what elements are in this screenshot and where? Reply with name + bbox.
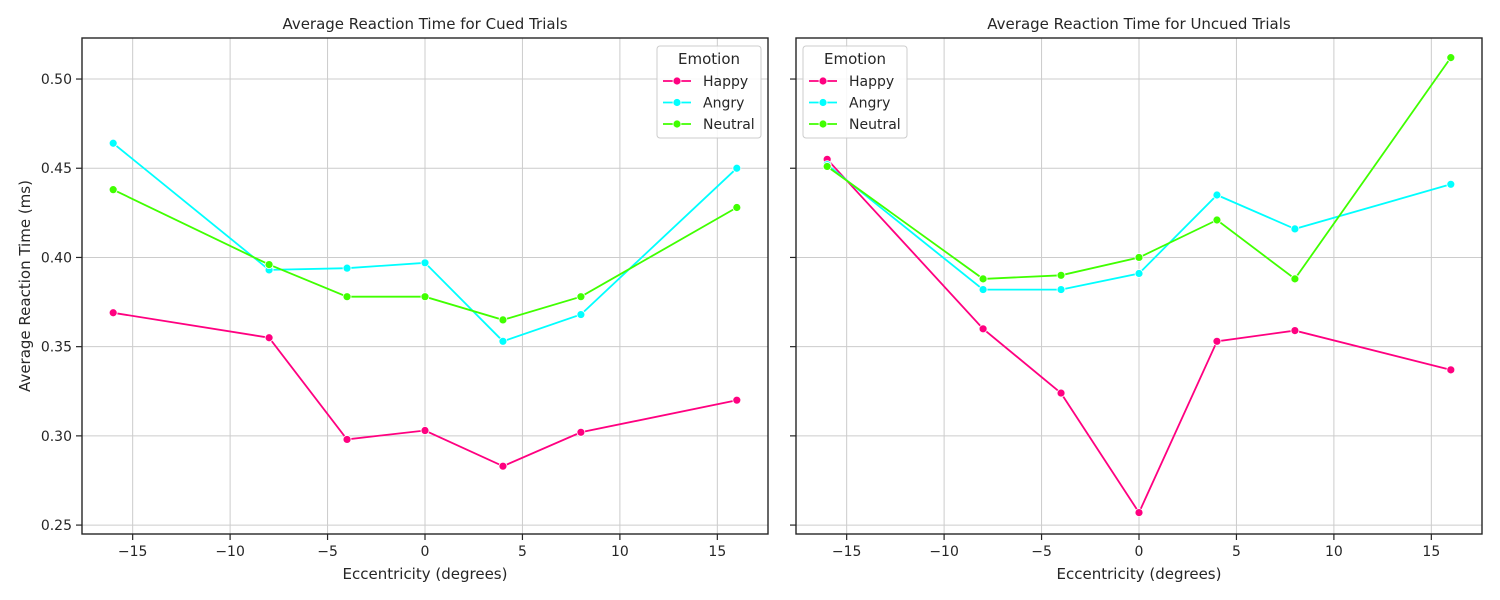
data-point [1134,508,1144,517]
data-point [1134,253,1144,262]
data-point [264,333,274,343]
x-tick-label: −10 [929,544,959,560]
series-neutral [108,185,742,325]
legend-marker [672,76,682,86]
y-tick-label: 0.40 [41,250,72,266]
legend-label: Neutral [703,117,755,133]
data-point [822,162,832,171]
data-point [108,185,118,195]
series-angry [108,138,742,346]
legend-title: Emotion [824,50,886,68]
legend-entry: Neutral [809,117,901,133]
data-point [342,435,352,444]
data-point [1212,215,1222,225]
uncued-trials-chart: Average Reaction Time for Uncued Trials … [790,15,1483,583]
x-tick-label: −5 [317,544,338,560]
y-tick-label: 0.35 [41,340,72,356]
legend-box [656,45,762,139]
data-point [1290,326,1300,336]
data-point [342,263,352,273]
y-axis-label: Average Reaction Time (ms) [16,180,34,392]
data-point [420,258,430,268]
y-tick-label: 0.45 [41,161,72,177]
x-tick-label: 10 [1325,544,1343,560]
data-point [1212,336,1222,346]
data-point [978,274,988,284]
legend-marker [818,119,828,129]
series-neutral [822,53,1456,284]
x-axis-label: Eccentricity (degrees) [1057,565,1222,583]
series-happy [822,154,1456,517]
legend-entry: Happy [663,74,748,90]
legend-label: Angry [849,96,890,112]
y-tick-label: 0.50 [41,72,72,88]
plot-frame [795,37,1483,535]
x-tick-label: −15 [118,544,148,560]
x-tick-label: −15 [832,544,862,560]
cued-trials-chart: Average Reaction Time for Cued Trials Ec… [16,15,769,583]
data-point [1290,274,1300,284]
x-tick-label: −10 [215,544,245,560]
chart-title: Average Reaction Time for Uncued Trials [987,15,1291,33]
x-tick-label: −5 [1031,544,1052,560]
x-tick-label: 5 [518,544,527,560]
y-tick-label: 0.30 [41,429,72,445]
data-point [1290,224,1300,234]
data-point [420,426,430,435]
series-happy [108,308,742,471]
legend-marker [672,98,682,107]
x-tick-label: 15 [708,544,726,560]
legend-box [802,45,908,139]
x-tick-label: 0 [421,544,430,560]
data-point [498,315,508,325]
data-point [576,310,586,319]
x-tick-label: 10 [611,544,629,560]
data-point [1056,388,1066,398]
data-point [264,260,274,269]
data-point [108,308,118,318]
legend: Emotion Happy Angry Neutral [802,45,908,139]
legend-label: Neutral [849,117,901,133]
data-point [1056,285,1066,294]
data-point [576,292,586,302]
data-point [420,292,430,302]
legend-label: Happy [849,74,894,90]
chart-title: Average Reaction Time for Cued Trials [282,15,567,33]
data-point [498,336,508,346]
legend-marker [672,119,682,129]
y-tick-label: 0.25 [41,518,72,534]
data-point [1134,269,1144,278]
data-point [732,395,742,405]
legend-entry: Neutral [663,117,755,133]
data-point [108,138,118,148]
data-point [1446,365,1456,375]
series-angry [822,160,1456,294]
data-point [1056,270,1066,280]
data-point [732,163,742,173]
x-tick-label: 15 [1422,544,1440,560]
data-point [342,292,352,302]
legend-entry: Angry [809,96,890,112]
data-point [732,203,742,212]
x-axis-label: Eccentricity (degrees) [343,565,508,583]
data-point [978,285,988,294]
x-tick-label: 0 [1135,544,1144,560]
legend-marker [818,76,828,86]
legend: Emotion Happy Angry Neutral [656,45,762,139]
legend-title: Emotion [678,50,740,68]
plot-frame [81,37,769,535]
data-point [498,461,508,471]
legend-label: Angry [703,96,744,112]
data-point [1212,190,1222,200]
data-point [576,427,586,437]
x-tick-label: 5 [1232,544,1241,560]
legend-entry: Angry [663,96,744,112]
legend-marker [818,98,828,107]
legend-entry: Happy [809,74,894,90]
data-point [1446,179,1456,189]
legend-label: Happy [703,74,748,90]
data-point [978,324,988,334]
data-point [1446,53,1456,63]
